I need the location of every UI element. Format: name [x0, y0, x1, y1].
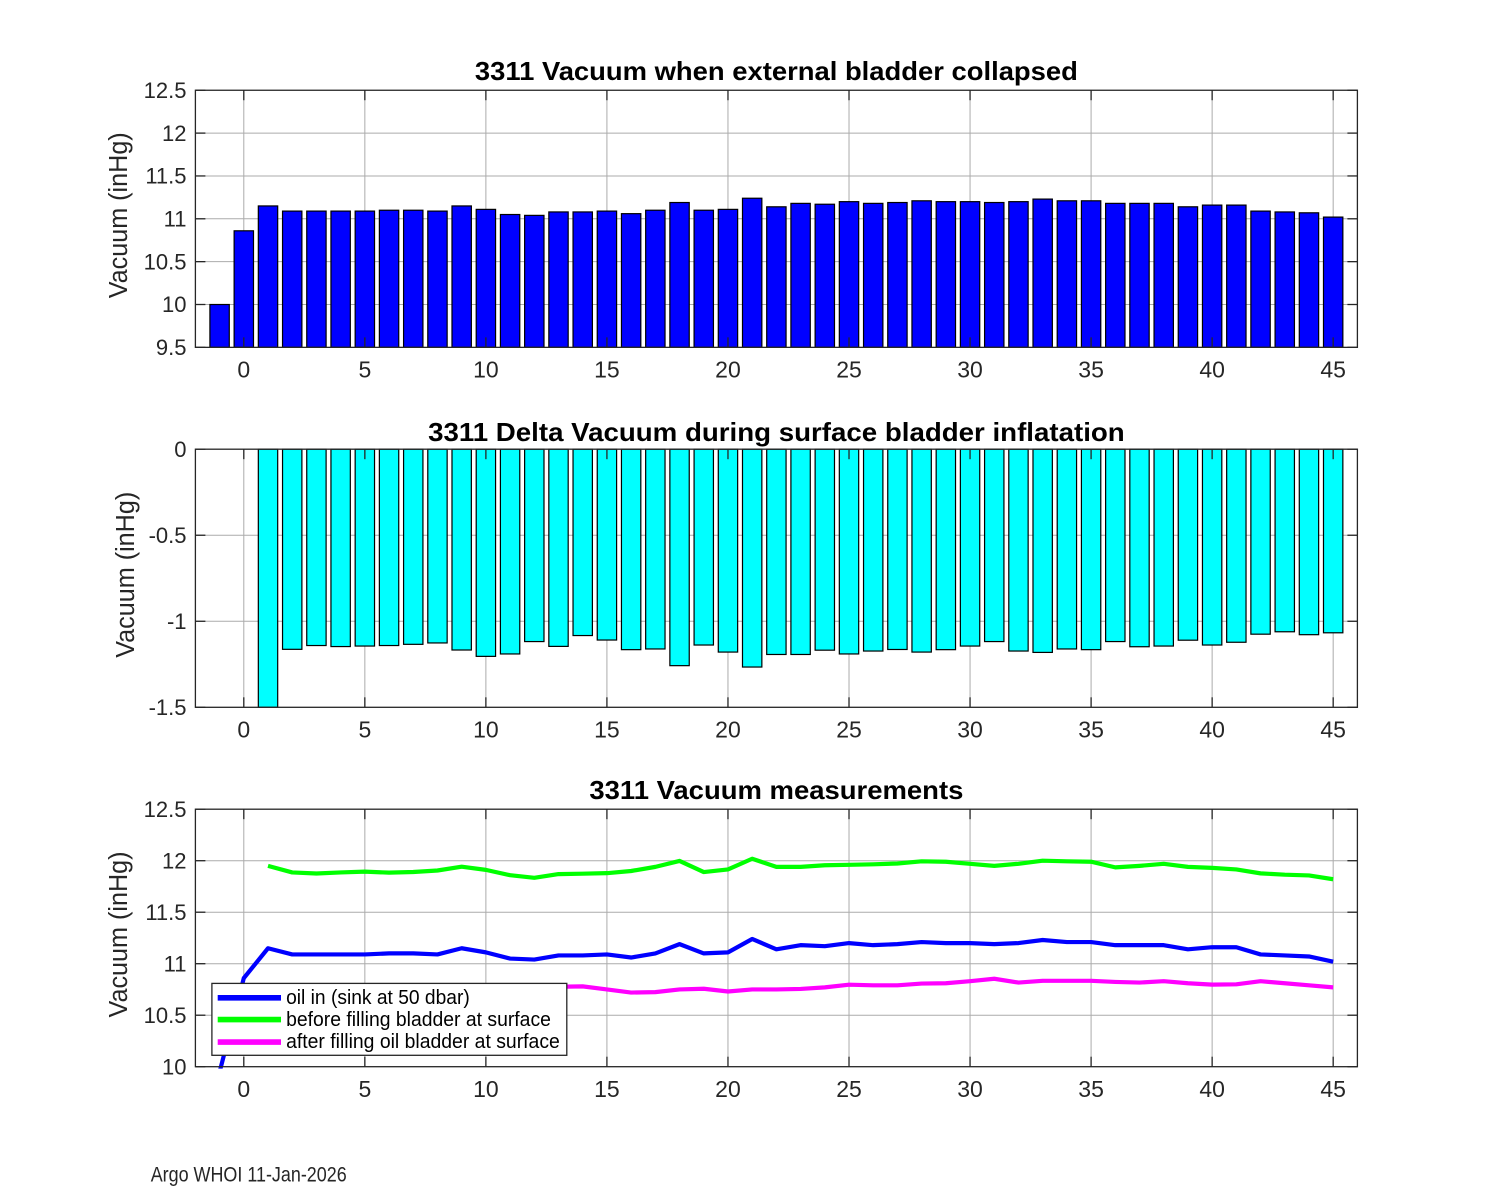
svg-text:9.5: 9.5 [156, 335, 187, 360]
svg-text:15: 15 [594, 357, 620, 383]
svg-text:Vacuum (inHg): Vacuum (inHg) [105, 132, 133, 298]
svg-text:20: 20 [715, 357, 741, 383]
svg-text:12.5: 12.5 [144, 78, 187, 103]
svg-text:Vacuum (inHg): Vacuum (inHg) [112, 492, 140, 658]
svg-text:40: 40 [1199, 717, 1225, 743]
svg-text:0: 0 [237, 1076, 250, 1102]
svg-text:3311 Vacuum measurements: 3311 Vacuum measurements [589, 775, 963, 805]
svg-text:11: 11 [164, 207, 187, 232]
svg-text:15: 15 [594, 1076, 620, 1102]
svg-text:45: 45 [1320, 717, 1346, 743]
svg-text:0: 0 [237, 717, 250, 743]
svg-text:oil in (sink at 50 dbar): oil in (sink at 50 dbar) [286, 987, 470, 1009]
svg-text:25: 25 [836, 357, 862, 383]
svg-text:30: 30 [957, 1076, 983, 1102]
svg-text:30: 30 [957, 357, 983, 383]
svg-text:35: 35 [1078, 717, 1104, 743]
svg-text:0: 0 [237, 357, 250, 383]
svg-text:15: 15 [594, 717, 620, 743]
svg-text:10: 10 [473, 357, 499, 383]
svg-text:-1: -1 [167, 609, 187, 634]
svg-text:-1.5: -1.5 [149, 695, 187, 720]
svg-text:10.5: 10.5 [144, 249, 187, 274]
svg-text:10: 10 [162, 292, 186, 317]
svg-text:11.5: 11.5 [145, 900, 186, 925]
svg-text:12.5: 12.5 [144, 797, 187, 822]
svg-text:Argo WHOI 11-Jan-2026: Argo WHOI 11-Jan-2026 [151, 1164, 347, 1187]
svg-text:before filling bladder at surf: before filling bladder at surface [286, 1009, 551, 1031]
svg-text:3311 Vacuum when external blad: 3311 Vacuum when external bladder collap… [475, 56, 1078, 86]
svg-text:10: 10 [162, 1054, 186, 1079]
svg-text:45: 45 [1320, 1076, 1346, 1102]
svg-text:Vacuum (inHg): Vacuum (inHg) [105, 851, 133, 1017]
svg-text:5: 5 [358, 357, 371, 383]
svg-text:25: 25 [836, 717, 862, 743]
svg-text:40: 40 [1199, 357, 1225, 383]
svg-text:10.5: 10.5 [144, 1003, 187, 1028]
svg-text:10: 10 [473, 1076, 499, 1102]
svg-text:5: 5 [358, 717, 371, 743]
svg-text:after filling oil bladder at s: after filling oil bladder at surface [286, 1031, 560, 1053]
svg-text:40: 40 [1199, 1076, 1225, 1102]
svg-text:10: 10 [473, 717, 499, 743]
svg-text:35: 35 [1078, 1076, 1104, 1102]
svg-text:12: 12 [162, 848, 186, 873]
svg-text:12: 12 [162, 121, 186, 146]
svg-text:0: 0 [174, 437, 186, 462]
svg-text:20: 20 [715, 717, 741, 743]
svg-text:-0.5: -0.5 [149, 523, 187, 548]
svg-text:11: 11 [164, 951, 187, 976]
svg-text:3311 Delta Vacuum during surfa: 3311 Delta Vacuum during surface bladder… [428, 417, 1125, 447]
svg-text:35: 35 [1078, 357, 1104, 383]
svg-text:11.5: 11.5 [145, 164, 186, 189]
svg-text:20: 20 [715, 1076, 741, 1102]
svg-text:5: 5 [358, 1076, 371, 1102]
svg-text:25: 25 [836, 1076, 862, 1102]
svg-text:30: 30 [957, 717, 983, 743]
svg-text:45: 45 [1320, 357, 1346, 383]
